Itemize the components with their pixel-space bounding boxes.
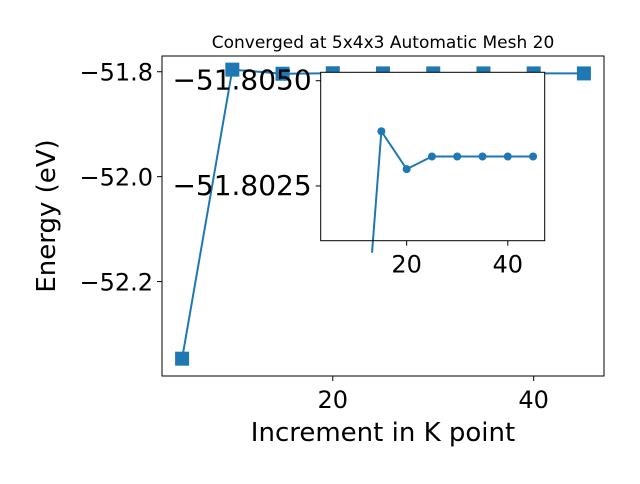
main-frame [161,55,605,377]
inset-y-tick-label: −51.8025 [172,169,311,202]
inset-axes: 20 40 −51.8050 −51.8025 [172,64,546,279]
inset-plot-area [371,127,538,253]
inset-frame [320,71,546,242]
y-axis-label: Energy (eV) [32,139,62,292]
inset-data-point [503,152,512,161]
x-axis-label: Increment in K point [251,418,515,448]
main-data-point [576,66,591,81]
main-x-tick-label: 40 [518,386,549,414]
main-y-tick-label: −51.8 [79,59,153,87]
main-data-point [175,351,190,366]
inset-data-point [453,152,462,161]
inset-data-point [529,152,538,161]
inset-data-point [377,127,386,136]
main-y-tick-label: −52.0 [79,164,153,192]
main-data-point [275,66,290,81]
main-y-tick-label: −52.2 [79,269,153,297]
inset-x-tick-label: 40 [493,251,524,279]
inset-y-tick-label: −51.8050 [172,64,311,97]
main-x-tick-label: 20 [317,386,348,414]
inset-data-point [427,152,436,161]
chart-title: Converged at 5x4x3 Automatic Mesh 20 [212,33,555,53]
inset-data-point [402,165,411,174]
inset-series-line [371,128,534,253]
inset-data-point [478,152,487,161]
main-data-point [225,62,240,77]
inset-x-tick-label: 20 [391,251,422,279]
